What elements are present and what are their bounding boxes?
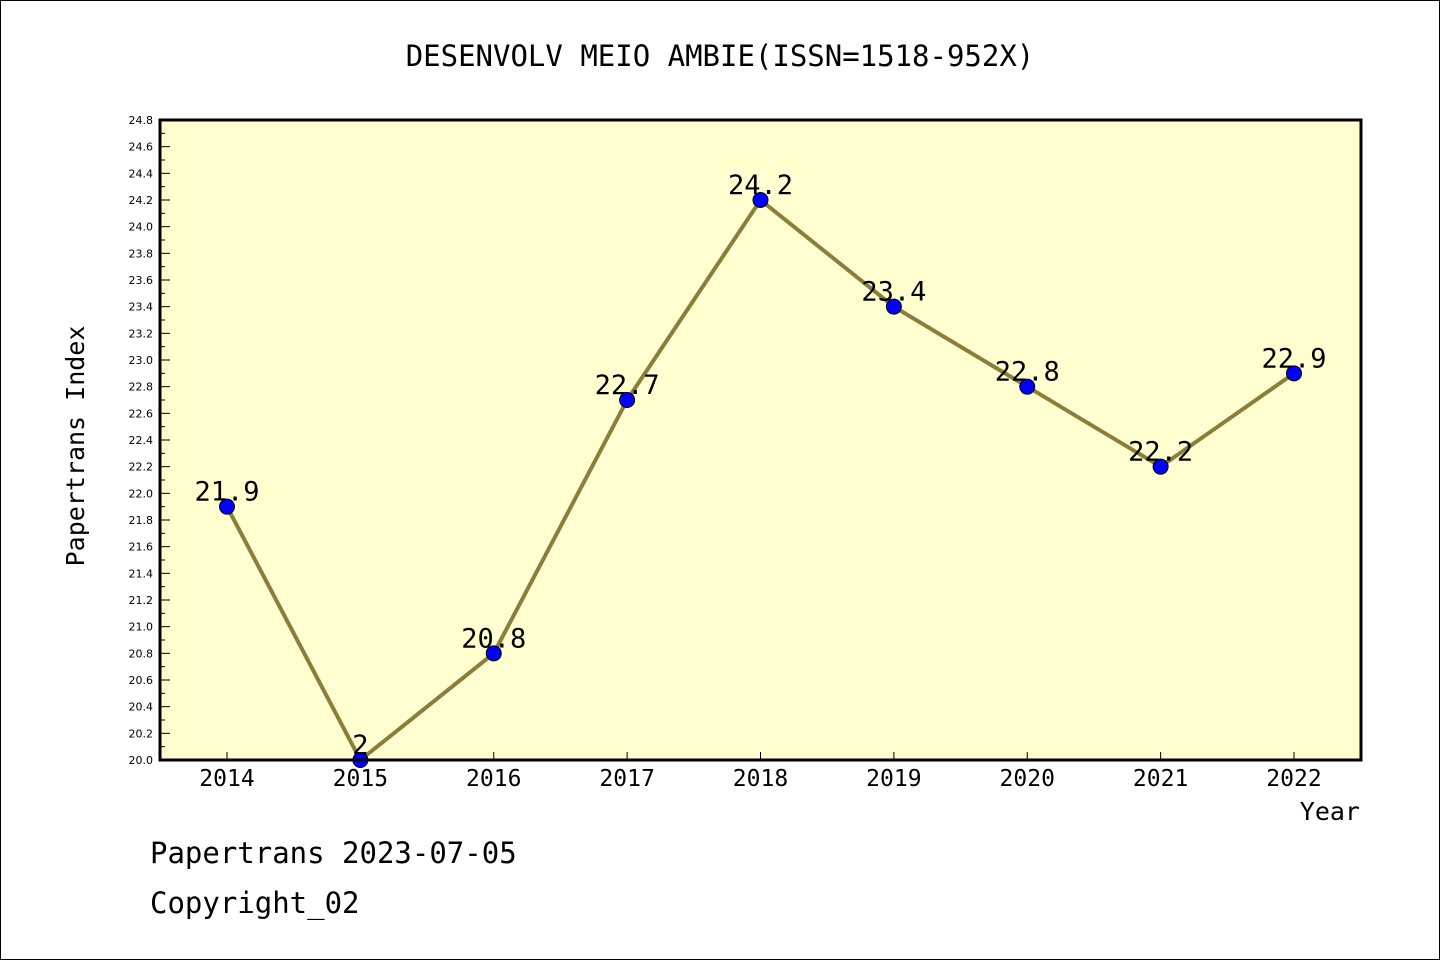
y-tick-label: 20.4 [129,701,154,714]
x-tick-label: 2020 [1000,766,1055,792]
y-tick-label: 21.8 [129,514,154,527]
data-label: 22.2 [1128,437,1193,468]
y-tick-label: 22.6 [129,407,154,420]
x-tick-label: 2022 [1266,766,1321,792]
y-tick-label: 21.0 [129,621,154,634]
y-tick-label: 20.0 [129,754,154,767]
y-tick-label: 21.6 [129,541,154,554]
data-point [619,392,636,408]
data-point [885,298,902,315]
x-tick-label: 2019 [866,766,921,792]
y-tick-label: 21.4 [129,567,154,580]
x-axis-label: Year [1300,797,1360,826]
chart-title: DESENVOLV MEIO AMBIE(ISSN=1518-952X) [406,39,1035,73]
y-tick-label: 23.0 [129,354,154,367]
markers [219,192,1302,768]
y-tick-label: 24.2 [129,194,154,207]
y-tick-label: 23.2 [129,327,154,340]
x-tick-label: 2015 [333,766,388,792]
y-axis: 20.0 20.2 20.4 20.6 20.8 21.0 21.2 21.4 21.6 21.8… [129,114,170,767]
y-tick-label: 24.6 [129,141,154,154]
y-tick-label: 22.2 [129,461,154,474]
y-tick-label: 20.6 [129,674,154,687]
y-tick-label: 23.4 [129,301,154,314]
x-tick-label: 2018 [733,766,788,792]
y-tick-label: 24.0 [129,221,154,234]
y-axis-label: Papertrans Index [61,326,90,567]
data-label: 22.8 [995,357,1060,388]
x-tick-label: 2021 [1133,766,1188,792]
y-tick-label: 23.8 [129,247,154,260]
data-labels: 21.9 2 20.8 22.7 24.2 23.4 22.8 22.2 22.9 [194,170,1326,761]
x-tick-label: 2017 [599,766,654,792]
y-tick-label: 24.8 [129,114,154,127]
x-tick-label: 2014 [199,766,254,792]
footer-copyright: Copyright_02 [150,886,360,920]
data-label: 22.7 [595,370,660,401]
y-tick-label: 22.8 [129,381,154,394]
data-label: 24.2 [728,170,793,201]
data-point [485,645,502,662]
plot-area [160,120,1361,760]
data-label: 21.9 [194,477,259,508]
y-tick-label: 21.2 [129,594,154,607]
y-tick-label: 23.6 [129,274,154,287]
data-label: 23.4 [861,277,926,308]
footer-date: Papertrans 2023-07-05 [150,836,517,870]
data-point [219,498,235,515]
data-label: 22.9 [1261,343,1326,374]
plot-border [158,118,1363,762]
data-label: 2 [352,730,368,761]
x-axis: 2014 2015 2016 2017 2018 2019 2020 2021 2022 [199,752,1322,792]
data-point [1152,458,1169,475]
data-point [1019,378,1036,395]
y-tick-label: 22.4 [129,434,154,447]
data-label: 20.8 [461,623,526,654]
x-tick-label: 2016 [466,766,521,792]
data-point [752,192,769,208]
y-tick-label: 22.0 [129,487,154,500]
y-tick-label: 20.8 [129,647,154,660]
data-point [1286,365,1302,382]
y-tick-label: 24.4 [129,167,154,180]
y-tick-label: 20.2 [129,727,154,740]
